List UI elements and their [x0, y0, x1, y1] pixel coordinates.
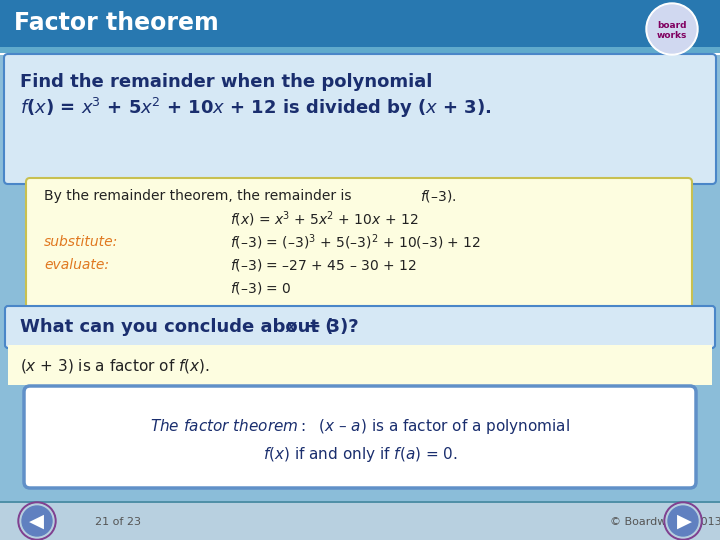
- Text: substitute:: substitute:: [44, 235, 118, 249]
- Text: $\bf{\mathit{The\ factor\ theorem:}}$  ($\mathit{x}$ – $\mathit{a}$) is a factor: $\bf{\mathit{The\ factor\ theorem:}}$ ($…: [150, 417, 570, 436]
- FancyBboxPatch shape: [8, 345, 712, 385]
- Circle shape: [646, 3, 698, 55]
- Text: $\mathit{f}$(–3) = –27 + 45 – 30 + 12: $\mathit{f}$(–3) = –27 + 45 – 30 + 12: [230, 257, 417, 273]
- Text: $\mathit{f}$(–3) = 0: $\mathit{f}$(–3) = 0: [230, 280, 292, 296]
- Circle shape: [18, 502, 56, 540]
- Circle shape: [666, 504, 700, 538]
- Text: $\mathit{f}$($\mathit{x}$) = $\mathit{x}$$^3$ + 5$\mathit{x}$$^2$ + 10$\mathit{x: $\mathit{f}$($\mathit{x}$) = $\mathit{x}…: [20, 96, 492, 120]
- Text: By the remainder theorem, the remainder is: By the remainder theorem, the remainder …: [44, 189, 356, 203]
- FancyBboxPatch shape: [0, 502, 720, 540]
- Text: © Boardworks 2013: © Boardworks 2013: [610, 517, 720, 527]
- Text: board: board: [657, 22, 687, 30]
- Circle shape: [664, 502, 702, 540]
- Text: $\mathit{f}$($\mathit{x}$) if and only if $\mathit{f}$($\mathit{a}$) = 0.: $\mathit{f}$($\mathit{x}$) if and only i…: [263, 446, 457, 464]
- Text: + 3)?: + 3)?: [300, 318, 359, 336]
- Text: $\mathit{f}$(–3).: $\mathit{f}$(–3).: [420, 188, 456, 204]
- Text: $\mathit{f}$($\mathit{x}$) = $\mathit{x}$$^3$ + 5$\mathit{x}$$^2$ + 10$\mathit{x: $\mathit{f}$($\mathit{x}$) = $\mathit{x}…: [230, 209, 418, 229]
- Circle shape: [20, 504, 54, 538]
- FancyBboxPatch shape: [0, 0, 720, 47]
- FancyBboxPatch shape: [4, 54, 716, 184]
- Text: ◀: ◀: [29, 511, 43, 530]
- FancyBboxPatch shape: [24, 386, 696, 488]
- Circle shape: [648, 5, 696, 53]
- FancyBboxPatch shape: [26, 178, 692, 334]
- Circle shape: [668, 506, 698, 536]
- Text: ($\mathit{x}$ + 3) is a factor of $\mathit{f}$($\mathit{x}$).: ($\mathit{x}$ + 3) is a factor of $\math…: [20, 357, 210, 375]
- Text: Factor theorem: Factor theorem: [14, 11, 219, 35]
- FancyBboxPatch shape: [0, 501, 720, 503]
- Text: $\mathit{f}$(–3) = (–3)$^3$ + 5(–3)$^2$ + 10(–3) + 12: $\mathit{f}$(–3) = (–3)$^3$ + 5(–3)$^2$ …: [230, 232, 481, 252]
- Text: evaluate:: evaluate:: [44, 258, 109, 272]
- Text: 21 of 23: 21 of 23: [95, 517, 141, 527]
- Text: $\mathit{x}$: $\mathit{x}$: [285, 318, 298, 336]
- FancyBboxPatch shape: [0, 53, 720, 55]
- FancyBboxPatch shape: [0, 47, 720, 53]
- Text: ▶: ▶: [677, 511, 691, 530]
- Text: works: works: [657, 30, 687, 39]
- Text: What can you conclude about (: What can you conclude about (: [20, 318, 333, 336]
- FancyBboxPatch shape: [5, 306, 715, 348]
- Text: Find the remainder when the polynomial: Find the remainder when the polynomial: [20, 73, 433, 91]
- Circle shape: [22, 506, 52, 536]
